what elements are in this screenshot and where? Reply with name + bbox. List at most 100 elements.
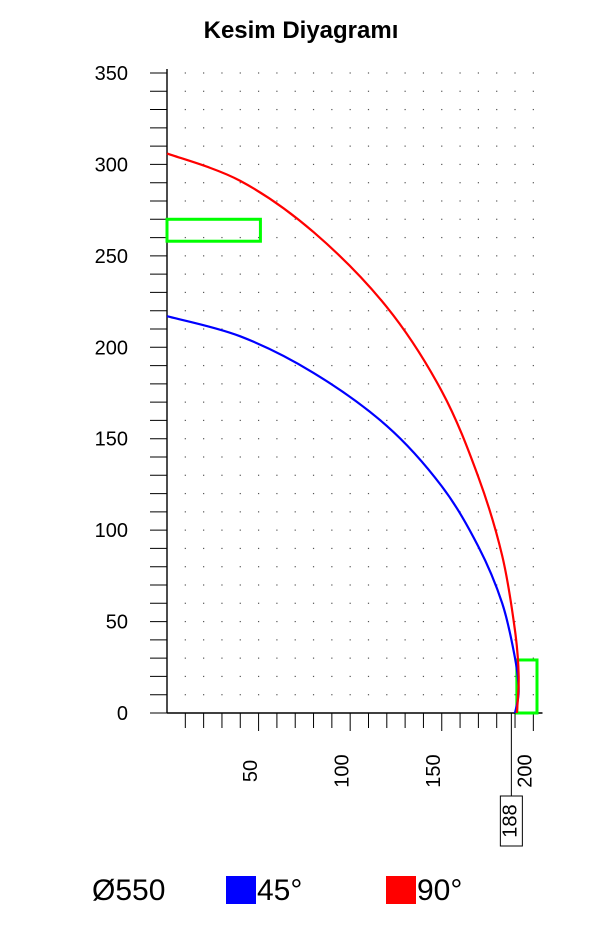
- grid-dot: [514, 419, 516, 422]
- grid-dot: [294, 255, 296, 257]
- grid-dot: [386, 90, 388, 92]
- grid-dot: [257, 529, 260, 531]
- grid-dot: [422, 328, 425, 330]
- grid-dot: [514, 72, 516, 74]
- grid-dot: [441, 657, 443, 659]
- grid-dot: [459, 438, 461, 440]
- grid-dot: [459, 108, 461, 111]
- grid-dot: [257, 547, 260, 550]
- grid-dot: [184, 273, 186, 275]
- grid-dot: [496, 639, 498, 641]
- grid-dot: [276, 346, 278, 348]
- grid-dot: [386, 675, 388, 678]
- grid-dot: [441, 108, 443, 111]
- grid-dot: [331, 438, 333, 440]
- grid-dot: [532, 364, 534, 367]
- grid-dot: [496, 163, 498, 166]
- grid-dot: [367, 694, 370, 696]
- grid-dot: [386, 364, 388, 367]
- grid-dot: [532, 127, 534, 129]
- grid-dot: [257, 328, 260, 330]
- grid-dot: [459, 456, 461, 458]
- grid-dot: [221, 620, 223, 623]
- grid-dot: [422, 145, 425, 147]
- grid-dot: [422, 474, 425, 476]
- grid-dot: [367, 566, 370, 568]
- grid-dot: [294, 310, 296, 312]
- grid-dot: [422, 401, 425, 403]
- grid-dot: [203, 438, 205, 440]
- grid-dot: [367, 401, 370, 403]
- grid-dot: [459, 182, 461, 184]
- grid-dot: [331, 218, 333, 220]
- grid-dot: [312, 127, 315, 129]
- grid-dot: [386, 383, 388, 385]
- grid-dot: [514, 108, 516, 111]
- grid-dot: [239, 200, 241, 202]
- grid-dot: [349, 364, 351, 367]
- legend-label: 45°: [257, 874, 302, 907]
- grid-dot: [312, 328, 315, 330]
- grid-dot: [184, 291, 186, 294]
- grid-dot: [276, 456, 278, 458]
- grid-dot: [477, 127, 479, 129]
- grid-dot: [367, 419, 370, 422]
- grid-dot: [239, 474, 241, 476]
- grid-dot: [312, 620, 315, 623]
- grid-dot: [367, 90, 370, 92]
- axes: 0 50 100 150 200 250 300 350 50 100 150 200: [95, 63, 543, 788]
- grid-dot: [404, 310, 406, 312]
- grid-dot: [257, 310, 260, 312]
- grid-dot: [184, 566, 186, 568]
- grid-dot: [441, 127, 443, 129]
- grid-dot: [459, 657, 461, 659]
- grid-dot: [276, 163, 278, 166]
- grid-dot: [532, 236, 534, 239]
- grid-dot: [239, 291, 241, 294]
- grid-dot: [312, 602, 315, 604]
- grid-dot: [257, 200, 260, 202]
- grid-dot: [404, 218, 406, 220]
- grid-dot: [312, 236, 315, 239]
- grid-dot: [422, 456, 425, 458]
- grid-dot: [349, 694, 351, 696]
- grid-dot: [514, 90, 516, 92]
- grid-dot: [203, 90, 205, 92]
- grid-dot: [386, 511, 388, 513]
- grid-dot: [477, 456, 479, 458]
- grid-dot: [331, 675, 333, 678]
- y-tick-label: 300: [95, 154, 128, 176]
- grid-dot: [257, 511, 260, 513]
- grid-dot: [441, 163, 443, 166]
- grid-dot: [477, 255, 479, 257]
- grid-dot: [239, 620, 241, 623]
- grid-dot: [221, 310, 223, 312]
- grid-dot: [514, 438, 516, 440]
- grid-dot: [386, 547, 388, 550]
- grid-dot: [496, 236, 498, 239]
- grid-dot: [312, 419, 315, 422]
- grid-dot: [441, 492, 443, 495]
- y-tick-label: 0: [117, 703, 128, 725]
- grid-dot: [477, 108, 479, 111]
- grid-dot: [532, 200, 534, 202]
- grid-dot: [477, 218, 479, 220]
- grid-dot: [367, 346, 370, 348]
- y-tick-label: 150: [95, 429, 128, 451]
- grid-dot: [257, 694, 260, 696]
- grid-dot: [514, 566, 516, 568]
- grid-dot: [532, 584, 534, 586]
- grid-dot: [386, 182, 388, 184]
- grid-dot: [276, 328, 278, 330]
- grid-dot: [294, 584, 296, 586]
- grid-dot: [221, 474, 223, 476]
- grid-dot: [239, 383, 241, 385]
- grid-dot: [239, 456, 241, 458]
- grid-dot: [276, 620, 278, 623]
- grid-dot: [331, 547, 333, 550]
- grid-dot: [422, 72, 425, 74]
- grid-dot: [367, 657, 370, 659]
- grid-dot: [239, 602, 241, 604]
- grid-dot: [257, 639, 260, 641]
- grid-dot: [532, 675, 534, 678]
